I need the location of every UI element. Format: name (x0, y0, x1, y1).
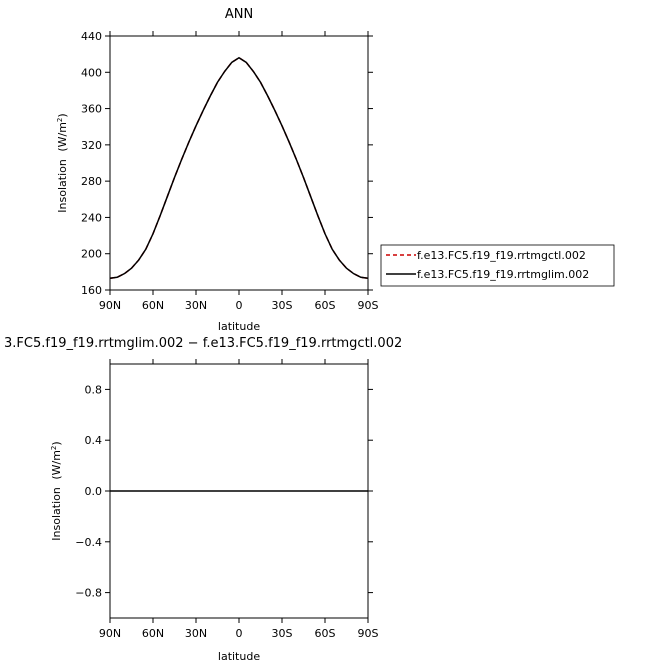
x-tick-label: 0 (236, 627, 243, 640)
top-y-axis: 160 200 240 280 320 360 400 440 (81, 30, 373, 297)
bottom-panel: 3.FC5.f19_f19.rrtmglim.002 − f.e13.FC5.f… (4, 336, 402, 663)
legend: f.e13.FC5.f19_f19.rrtmgctl.002 f.e13.FC5… (380, 244, 615, 287)
bottom-y-axis: −0.8 −0.4 0.0 0.4 0.8 (75, 383, 373, 600)
x-tick-label: 90N (99, 627, 121, 640)
x-tick-label: 60N (142, 299, 164, 312)
y-tick-label: 440 (81, 30, 102, 43)
x-tick-label: 90S (358, 299, 379, 312)
y-tick-label: 280 (81, 175, 102, 188)
bottom-y-axis-label: Insolation (W/m2) (50, 441, 63, 540)
bottom-y-axis-label-unit: (W/m (50, 450, 63, 480)
y-tick-label: −0.8 (75, 587, 102, 600)
x-tick-label: 30N (185, 627, 207, 640)
x-tick-label: 30N (185, 299, 207, 312)
y-tick-label: 0.4 (85, 434, 103, 447)
legend-label-ctl: f.e13.FC5.f19_f19.rrtmgctl.002 (417, 249, 586, 262)
top-plot-frame (109, 35, 369, 291)
y-tick-label: 160 (81, 284, 102, 297)
top-title: ANN (225, 7, 253, 22)
y-tick-label: 400 (81, 66, 102, 79)
y-tick-label: −0.4 (75, 536, 102, 549)
legend-label-lim: f.e13.FC5.f19_f19.rrtmglim.002 (417, 268, 589, 281)
bottom-x-axis: 90N 60N 30N 0 30S 60S 90S (99, 359, 379, 640)
top-panel: ANN 160 200 240 280 320 360 400 440 90N 60N 30N 0 3… (56, 7, 379, 333)
top-x-axis: 90N 60N 30N 0 30S 60S 90S (99, 31, 379, 312)
y-tick-label: 360 (81, 103, 102, 116)
y-tick-label: 200 (81, 248, 102, 261)
y-tick-label: 240 (81, 211, 102, 224)
top-y-axis-label-unit: (W/m (56, 122, 69, 152)
x-tick-label: 30S (272, 299, 293, 312)
top-y-axis-label: Insolation (W/m2) (56, 113, 69, 212)
x-tick-label: 60S (315, 627, 336, 640)
bottom-y-axis-label-sup: 2 (50, 446, 58, 450)
bottom-title: 3.FC5.f19_f19.rrtmglim.002 − f.e13.FC5.f… (4, 336, 402, 351)
bottom-y-axis-label-name: Insolation (50, 487, 63, 541)
x-tick-label: 30S (272, 627, 293, 640)
series-line-1 (109, 56, 369, 279)
top-plot-area (109, 56, 369, 279)
top-y-axis-label-sup: 2 (56, 118, 64, 122)
x-tick-label: 0 (236, 299, 243, 312)
y-tick-label: 0.0 (85, 485, 103, 498)
x-tick-label: 60S (315, 299, 336, 312)
top-y-axis-label-name: Insolation (56, 159, 69, 213)
bottom-x-axis-label: latitude (218, 650, 260, 663)
x-tick-label: 90S (358, 627, 379, 640)
y-tick-label: 0.8 (85, 383, 103, 396)
top-x-axis-label: latitude (218, 320, 260, 333)
legend-box (380, 244, 615, 287)
x-tick-label: 60N (142, 627, 164, 640)
series-line-0 (109, 56, 369, 279)
y-tick-label: 320 (81, 139, 102, 152)
x-tick-label: 90N (99, 299, 121, 312)
